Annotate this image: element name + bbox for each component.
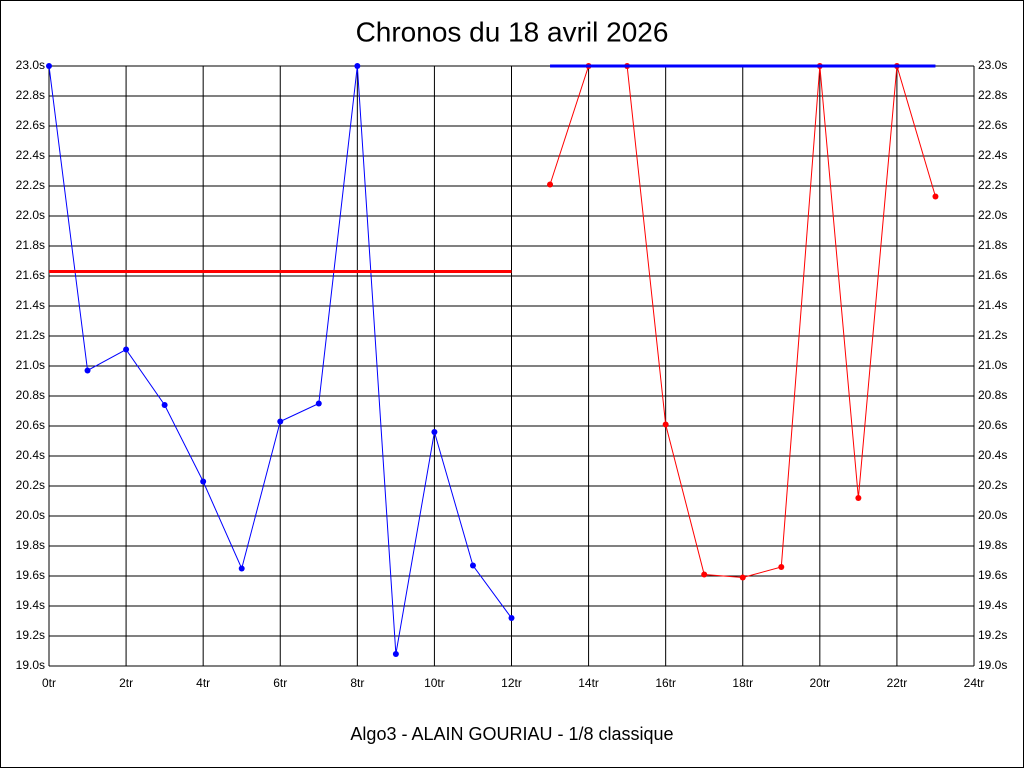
data-point: [431, 429, 438, 435]
data-point: [123, 346, 130, 353]
y2-tick-label: 21.6s: [978, 268, 1007, 282]
data-point: [855, 495, 862, 501]
data-point: [392, 651, 399, 657]
data-point: [315, 400, 322, 407]
data-point: [508, 615, 515, 621]
y2-tick-label: 22.4s: [978, 148, 1007, 162]
y-tick-label: 22.4s: [16, 148, 45, 162]
y2-tick-label: 21.2s: [978, 328, 1007, 342]
data-point: [662, 421, 669, 428]
data-point: [46, 63, 52, 69]
data-point: [354, 63, 361, 69]
data-point: [701, 571, 708, 578]
data-point: [778, 564, 785, 570]
x-tick-label: 20tr: [809, 676, 830, 690]
x-tick-label: 4tr: [196, 676, 210, 690]
y-tick-label: 22.0s: [16, 208, 45, 222]
y-tick-label: 19.4s: [16, 598, 45, 612]
x-tick-label: 22tr: [887, 676, 908, 690]
y-tick-label: 21.2s: [16, 328, 45, 342]
y2-tick-label: 22.2s: [978, 178, 1007, 192]
y2-tick-label: 21.8s: [978, 238, 1007, 252]
x-tick-label: 6tr: [273, 676, 287, 690]
y2-tick-label: 19.0s: [978, 658, 1007, 672]
data-point: [200, 478, 207, 485]
y2-tick-label: 19.8s: [978, 538, 1007, 552]
y-tick-label: 19.2s: [16, 628, 45, 642]
y2-tick-label: 22.6s: [978, 118, 1007, 132]
data-point: [739, 574, 746, 581]
y2-tick-label: 21.4s: [978, 298, 1007, 312]
y-tick-label: 19.6s: [16, 568, 45, 582]
data-point: [84, 367, 91, 374]
y2-tick-label: 20.2s: [978, 478, 1007, 492]
data-point: [277, 418, 284, 425]
data-point: [932, 193, 939, 200]
data-point: [547, 181, 554, 188]
data-point: [238, 565, 245, 572]
y2-tick-label: 19.6s: [978, 568, 1007, 582]
x-tick-label: 12tr: [501, 676, 522, 690]
y2-tick-label: 20.6s: [978, 418, 1007, 432]
y2-tick-label: 23.0s: [978, 58, 1007, 72]
y-tick-label: 22.8s: [16, 88, 45, 102]
x-tick-label: 8tr: [350, 676, 364, 690]
y-tick-label: 20.8s: [16, 388, 45, 402]
x-tick-label: 2tr: [119, 676, 133, 690]
y-tick-label: 21.4s: [16, 298, 45, 312]
y-tick-label: 20.6s: [16, 418, 45, 432]
y-tick-label: 20.2s: [16, 478, 45, 492]
y-tick-label: 19.8s: [16, 538, 45, 552]
y-tick-label: 21.0s: [16, 358, 45, 372]
x-tick-label: 16tr: [655, 676, 676, 690]
y-tick-label: 20.4s: [16, 448, 45, 462]
y-tick-label: 21.6s: [16, 268, 45, 282]
y-tick-label: 19.0s: [16, 658, 45, 672]
y2-tick-label: 21.0s: [978, 358, 1007, 372]
y2-tick-label: 19.2s: [978, 628, 1007, 642]
y-tick-label: 21.8s: [16, 238, 45, 252]
data-point: [161, 402, 168, 408]
x-tick-label: 24tr: [964, 676, 985, 690]
y2-tick-label: 22.0s: [978, 208, 1007, 222]
data-point: [469, 562, 476, 569]
x-axis-label: Algo3 - ALAIN GOURIAU - 1/8 classique: [350, 724, 673, 744]
chart-title: Chronos du 18 avril 2026: [356, 16, 669, 47]
x-tick-label: 0tr: [42, 676, 56, 690]
y-tick-label: 20.0s: [16, 508, 45, 522]
x-tick-label: 14tr: [578, 676, 599, 690]
y2-tick-label: 20.8s: [978, 388, 1007, 402]
y-tick-label: 23.0s: [16, 58, 45, 72]
y-tick-label: 22.6s: [16, 118, 45, 132]
y-tick-label: 22.2s: [16, 178, 45, 192]
y2-tick-label: 19.4s: [978, 598, 1007, 612]
x-tick-label: 18tr: [732, 676, 753, 690]
y2-tick-label: 20.4s: [978, 448, 1007, 462]
y2-tick-label: 22.8s: [978, 88, 1007, 102]
x-tick-label: 10tr: [424, 676, 445, 690]
y2-tick-label: 20.0s: [978, 508, 1007, 522]
